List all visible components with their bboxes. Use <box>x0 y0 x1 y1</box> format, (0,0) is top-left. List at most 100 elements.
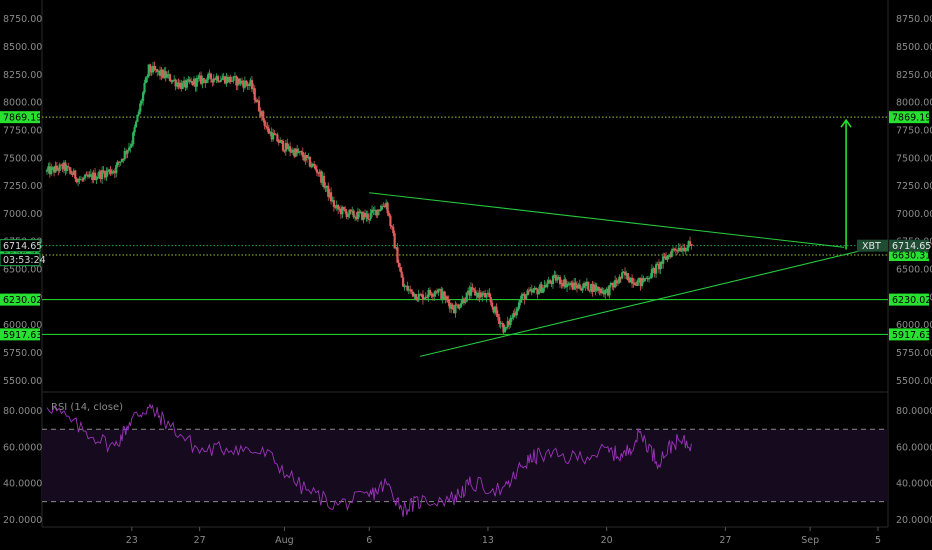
candle <box>341 205 344 219</box>
candle <box>300 150 303 155</box>
candle-body <box>628 280 631 283</box>
candle <box>318 168 321 177</box>
last-price-badge-left: 6714.65 <box>3 241 42 252</box>
candle <box>471 283 474 293</box>
candle <box>434 289 437 298</box>
candle-body <box>608 285 611 296</box>
candle-body <box>327 185 330 197</box>
candle-body <box>263 120 266 126</box>
candle <box>667 253 670 260</box>
candle-body <box>276 134 279 142</box>
candle-body <box>544 284 547 288</box>
candle <box>181 81 184 90</box>
candle-body <box>430 293 433 296</box>
candle <box>550 280 553 288</box>
candle-body <box>369 212 372 219</box>
candle-body <box>151 65 155 73</box>
candle-body <box>546 283 549 288</box>
candle-body <box>301 152 304 158</box>
candle <box>664 252 668 261</box>
candle-body <box>372 209 375 211</box>
candle-body <box>626 273 629 281</box>
trendline-upper[interactable] <box>369 192 845 248</box>
candle-body <box>308 156 311 167</box>
candle <box>168 73 172 82</box>
candle <box>495 303 498 317</box>
candle <box>151 62 155 75</box>
candle <box>215 73 218 83</box>
candle-body <box>57 169 60 171</box>
candle-body <box>557 276 560 279</box>
candle-body <box>676 250 679 252</box>
symbol-badge-bg <box>857 239 888 252</box>
candle-body <box>636 280 639 286</box>
candle <box>238 78 241 86</box>
candle-body <box>366 213 369 219</box>
candle <box>541 287 545 294</box>
candle-body <box>243 80 246 88</box>
candle <box>532 288 535 294</box>
candle-body <box>433 293 436 297</box>
candle <box>130 140 133 148</box>
candle <box>402 274 405 287</box>
candle-body <box>98 171 101 177</box>
candle <box>421 290 425 305</box>
candle-body <box>279 140 282 143</box>
candle-body <box>170 81 173 83</box>
candle <box>642 275 645 284</box>
candle <box>236 76 239 91</box>
arrow-head[interactable] <box>840 118 852 128</box>
candle <box>396 242 399 263</box>
candle <box>166 71 169 79</box>
time-axis[interactable]: 23 27 Aug 6 13 20 27 Sep 5 <box>126 527 881 546</box>
target-arrow[interactable] <box>840 118 852 250</box>
candle <box>625 271 628 280</box>
candle-body <box>461 298 464 304</box>
candle-body <box>633 282 637 285</box>
right-price-tick-label: 8500.00 <box>896 42 932 53</box>
candle-body <box>663 256 666 258</box>
candle-body <box>402 277 405 287</box>
candle-body <box>680 250 683 252</box>
candle <box>147 64 150 79</box>
candle-body <box>421 294 425 300</box>
candle-body <box>662 256 665 264</box>
candle-body <box>563 279 566 287</box>
candle-body <box>253 88 256 100</box>
candle <box>534 286 538 290</box>
candle-body <box>496 313 499 318</box>
candle <box>102 165 105 174</box>
candle-body <box>335 204 338 208</box>
candle <box>537 286 540 295</box>
candle <box>677 242 680 253</box>
candle <box>502 322 505 335</box>
candle-body <box>650 269 653 278</box>
candle <box>683 243 686 252</box>
candle <box>632 278 635 288</box>
candle-body <box>565 284 569 288</box>
rsi-pane[interactable]: 80.0000 80.0000 60.0000 60.0000 40.0000 40.00… <box>3 402 932 526</box>
candle <box>221 73 224 81</box>
candle <box>291 147 295 156</box>
left-price-tick-label: 5750.00 <box>3 348 42 359</box>
candle <box>588 289 591 293</box>
trendline-lower[interactable] <box>419 250 862 357</box>
candle-body <box>164 71 167 78</box>
candle <box>89 169 92 178</box>
trendlines[interactable] <box>369 192 862 357</box>
candle-body <box>264 125 268 127</box>
candle <box>475 291 478 301</box>
candle <box>164 66 167 82</box>
candle-body <box>65 166 68 172</box>
candle <box>191 80 194 86</box>
candle-body <box>140 100 143 104</box>
candle-body <box>307 156 310 159</box>
candle <box>647 275 651 283</box>
candle <box>365 210 368 222</box>
candle-body <box>167 74 170 76</box>
candle <box>571 280 574 291</box>
right-price-tick-label: 8000.00 <box>896 98 932 109</box>
candle <box>158 66 162 80</box>
candle-body <box>109 169 112 174</box>
